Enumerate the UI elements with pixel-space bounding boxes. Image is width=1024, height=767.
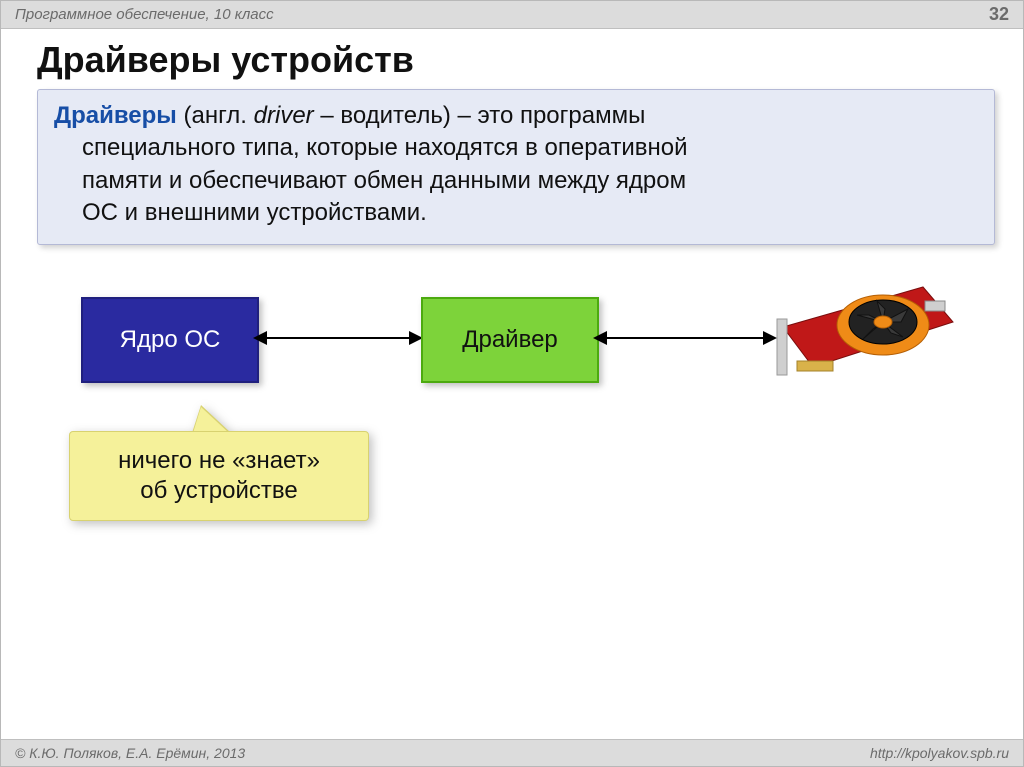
node-driver-label: Драйвер — [462, 326, 558, 354]
definition-line-3: памяти и обеспечивают обмен данными межд… — [54, 165, 978, 197]
definition-box: Драйверы (англ. driver – водитель) – это… — [37, 89, 995, 245]
diagram-area: Ядро ОС Драйвер — [1, 291, 1023, 611]
definition-line-2: специального типа, которые находятся в о… — [54, 132, 978, 164]
arrow-head-left-icon — [253, 331, 267, 345]
node-driver: Драйвер — [421, 297, 599, 383]
slide: Программное обеспечение, 10 класс 32 Дра… — [0, 0, 1024, 767]
footer-url: http://kpolyakov.spb.ru — [870, 745, 1009, 761]
hardware-card-icon — [773, 267, 959, 399]
callout-line-2: об устройстве — [80, 476, 358, 506]
definition-english: driver — [254, 102, 314, 129]
header-bar: Программное обеспечение, 10 класс 32 — [1, 1, 1023, 29]
footer-bar: © К.Ю. Поляков, Е.А. Ерёмин, 2013 http:/… — [1, 739, 1023, 766]
header-subject: Программное обеспечение, 10 класс — [15, 6, 274, 23]
callout-line-1: ничего не «знает» — [80, 446, 358, 476]
footer-copyright: © К.Ю. Поляков, Е.А. Ерёмин, 2013 — [15, 745, 245, 761]
page-title: Драйверы устройств — [37, 39, 1023, 81]
callout-tail — [193, 407, 229, 433]
arrow-kernel-driver — [267, 337, 409, 339]
callout-body: ничего не «знает» об устройстве — [69, 431, 369, 521]
node-kernel: Ядро ОС — [81, 297, 259, 383]
page-number: 32 — [989, 4, 1009, 25]
definition-term: Драйверы — [54, 102, 177, 129]
definition-paren-open: (англ. — [177, 102, 254, 129]
arrow-driver-hardware — [607, 337, 763, 339]
callout: ничего не «знает» об устройстве — [69, 431, 369, 521]
definition-line-4: ОС и внешними устройствами. — [54, 197, 978, 229]
node-kernel-label: Ядро ОС — [120, 326, 221, 354]
definition-after-english: – водитель) – это программы — [314, 102, 646, 129]
arrow-head-left-icon — [593, 331, 607, 345]
